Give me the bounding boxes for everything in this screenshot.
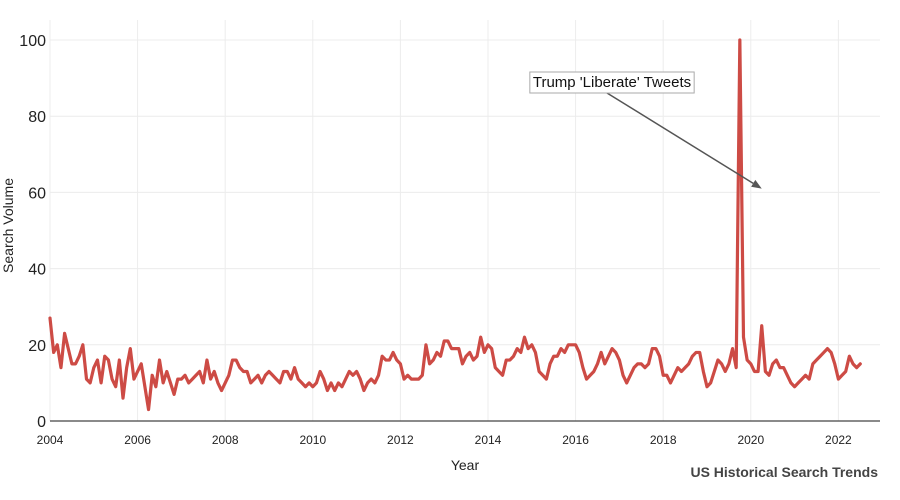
y-tick-label: 20: [28, 338, 46, 355]
y-tick-label: 80: [28, 109, 46, 126]
x-axis-ticks: 2004 2006 2008 2010 2012 2014 2016 2018 2020 2022: [37, 433, 852, 447]
annotation-arrow: [606, 92, 754, 184]
annotation: Trump 'Liberate' Tweets: [529, 71, 762, 189]
y-tick-label: 40: [28, 262, 46, 279]
x-tick-label: 2016: [562, 433, 589, 447]
source-note: US Historical Search Trends: [690, 464, 878, 480]
x-tick-label: 2012: [387, 433, 414, 447]
y-tick-label: 0: [37, 414, 46, 431]
y-axis-ticks: 0 20 40 60 80 100: [19, 33, 46, 431]
x-tick-label: 2020: [737, 433, 764, 447]
x-tick-label: 2018: [650, 433, 677, 447]
x-tick-label: 2008: [212, 433, 239, 447]
x-tick-label: 2004: [37, 433, 64, 447]
x-tick-label: 2006: [124, 433, 151, 447]
x-axis-title: Year: [451, 457, 480, 473]
x-tick-label: 2014: [475, 433, 502, 447]
x-tick-label: 2022: [825, 433, 852, 447]
x-tick-label: 2010: [299, 433, 326, 447]
annotation-box: [529, 71, 695, 94]
y-axis-title: Search Volume: [0, 178, 16, 273]
y-tick-label: 60: [28, 185, 46, 202]
annotation-text: Trump 'Liberate' Tweets: [533, 74, 691, 91]
series-line-search-volume: [48, 38, 862, 412]
y-tick-label: 100: [19, 33, 46, 50]
annotation-arrowhead: [751, 179, 762, 189]
